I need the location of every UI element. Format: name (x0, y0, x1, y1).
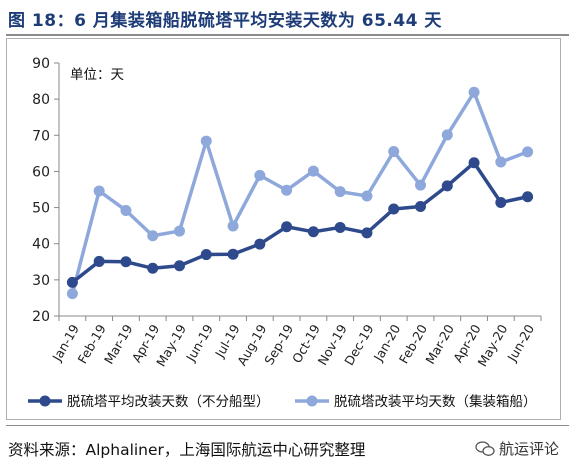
data-point (334, 221, 346, 233)
y-tick-label: 80 (32, 92, 50, 108)
title-divider (6, 34, 569, 36)
data-point (334, 186, 346, 198)
data-point (120, 204, 132, 216)
data-point (147, 230, 159, 242)
data-point (495, 197, 507, 209)
legend-label: 脱硫塔改装平均天数（集装箱船） (334, 394, 537, 410)
data-point (281, 184, 293, 196)
data-point (468, 157, 480, 169)
legend-label: 脱硫塔平均改装天数（不分船型） (67, 394, 270, 410)
legend-item-1: 脱硫塔平均改装天数（不分船型） (28, 394, 270, 410)
data-point (441, 180, 453, 192)
data-point (254, 169, 266, 181)
y-tick-label: 60 (32, 164, 50, 180)
data-point (468, 86, 480, 98)
data-point (227, 220, 239, 232)
data-point (415, 179, 426, 191)
data-point (495, 156, 507, 168)
data-point (93, 185, 105, 197)
legend: 脱硫塔平均改装天数（不分船型） 脱硫塔改装平均天数（集装箱船） (28, 394, 537, 410)
source-divider (6, 425, 569, 426)
data-point (522, 146, 534, 158)
data-point (147, 262, 159, 274)
chat-bubbles-icon (475, 440, 495, 456)
data-point (388, 146, 400, 158)
legend-swatch-marker (306, 395, 318, 407)
data-point (174, 225, 185, 237)
series-1 (66, 157, 534, 288)
data-point (66, 288, 78, 300)
data-point (361, 190, 373, 202)
x-tick-label: Jun-19 (182, 322, 215, 365)
data-point (174, 260, 185, 272)
unit-label: 单位：天 (70, 67, 124, 83)
data-point (254, 238, 266, 250)
data-point (441, 129, 453, 141)
y-tick-label: 90 (32, 56, 50, 72)
y-tick-label: 20 (32, 309, 50, 325)
data-point (415, 200, 426, 212)
data-point (200, 249, 212, 261)
data-point (200, 135, 212, 147)
data-point (388, 203, 400, 215)
data-point (307, 165, 319, 177)
watermark-text: 航运评论 (498, 440, 559, 458)
x-tick-label: Jun-20 (504, 322, 537, 365)
data-point (361, 227, 373, 239)
data-point (120, 256, 132, 268)
legend-item-2: 脱硫塔改装平均天数（集装箱船） (295, 394, 537, 410)
data-point (66, 276, 78, 288)
series-line (70, 90, 529, 295)
source-note: 资料来源：Alphaliner，上海国际航运中心研究整理 (8, 441, 366, 459)
data-point (93, 255, 105, 267)
figure-title: 图 18：6 月集装箱船脱硫塔平均安装天数为 65.44 天 (8, 11, 442, 31)
y-tick-label: 50 (32, 201, 50, 217)
legend-swatch-marker (39, 395, 51, 407)
chart-frame (6, 38, 561, 420)
y-tick-label: 40 (32, 237, 50, 253)
series-2 (66, 86, 534, 300)
chart-axes: 2030405060708090Jan-19Feb-19Mar-19Apr-19… (32, 56, 542, 369)
y-tick-label: 70 (32, 128, 50, 144)
data-point (227, 248, 239, 260)
watermark: 航运评论 (475, 438, 559, 459)
data-point (307, 226, 319, 238)
y-tick-label: 30 (32, 273, 50, 289)
data-point (281, 221, 293, 233)
data-point (522, 191, 534, 203)
series-layer (66, 86, 534, 300)
